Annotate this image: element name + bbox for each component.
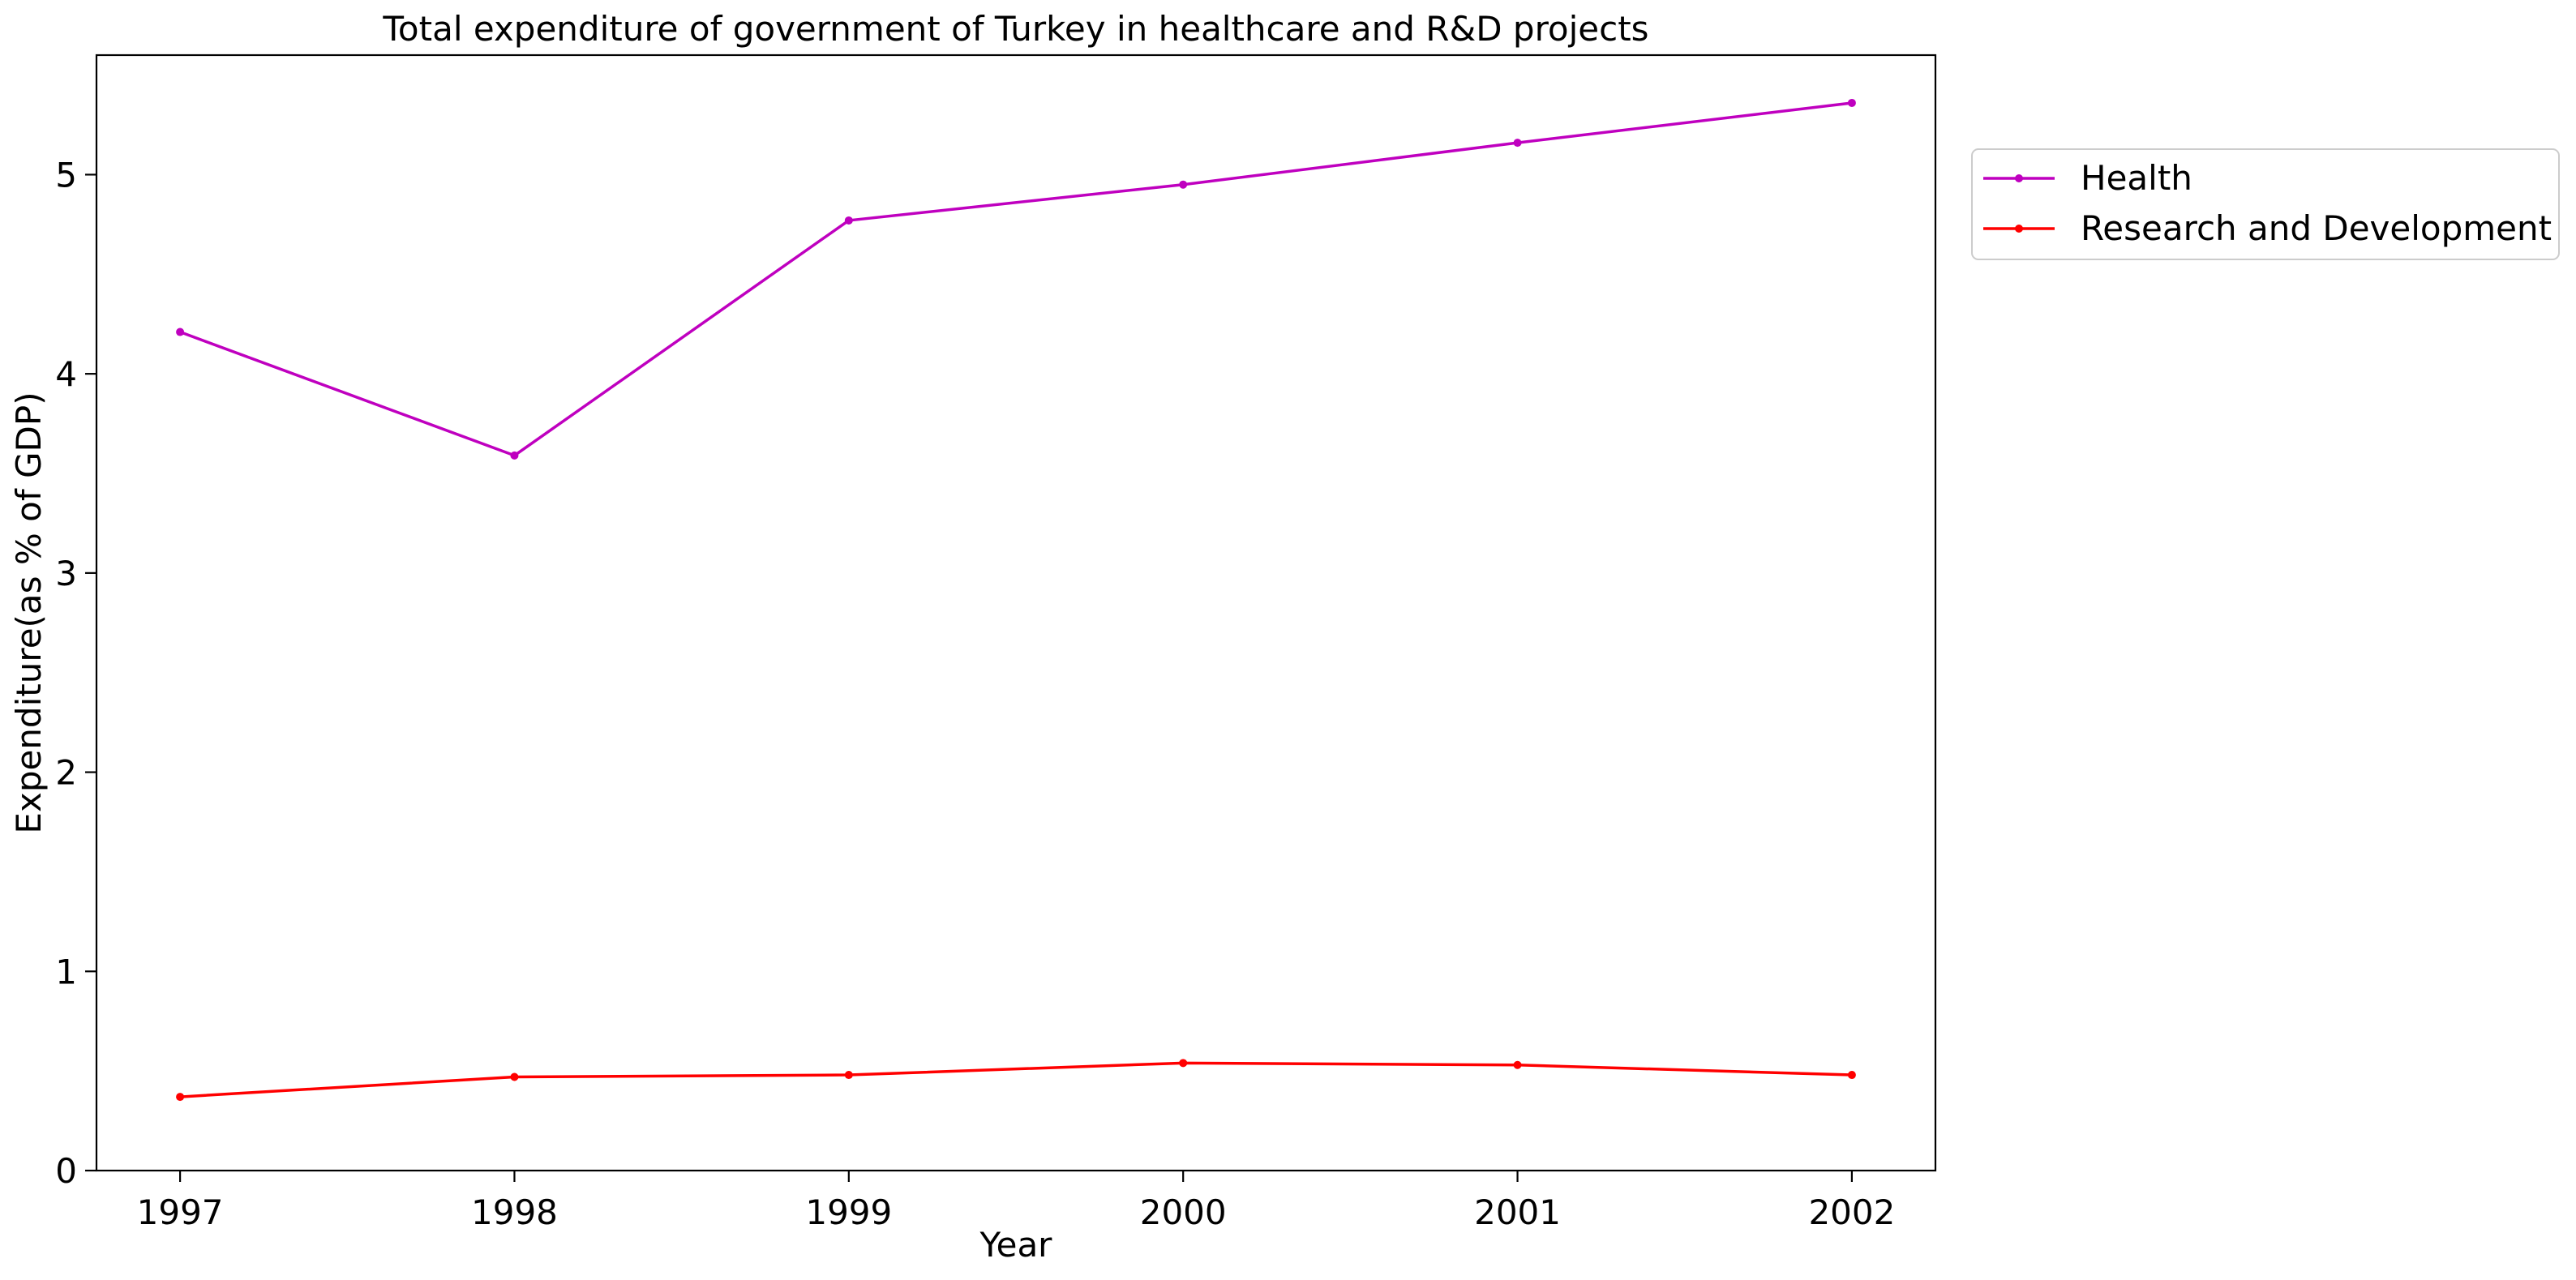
data-point-health	[1179, 180, 1188, 189]
x-tick-label: 1998	[471, 1192, 558, 1232]
data-point-health	[176, 327, 185, 336]
x-tick-label: 2000	[1140, 1192, 1227, 1232]
data-point-research-and-development	[1513, 1060, 1522, 1069]
x-axis: 1997 1998 1999 2000 2001 2002	[137, 1171, 1895, 1232]
x-tick-label: 2001	[1474, 1192, 1561, 1232]
legend-marker-research-and-development	[2015, 225, 2023, 233]
series-layer	[176, 98, 1856, 1102]
legend-label-research-and-development: Research and Development	[2081, 208, 2552, 248]
data-point-health	[844, 216, 853, 225]
plot-area-frame	[95, 54, 1937, 1172]
legend-label-health: Health	[2081, 158, 2192, 198]
y-axis-label: Expenditure(as % of GDP)	[9, 392, 49, 833]
series-line-research-and-development	[179, 1061, 1852, 1098]
y-tick-label: 1	[55, 952, 77, 991]
series-line-health	[179, 101, 1853, 457]
legend-box	[1971, 148, 2560, 260]
y-tick-label: 4	[55, 354, 77, 394]
data-point-research-and-development	[510, 1072, 519, 1081]
x-tick-label: 1999	[805, 1192, 892, 1232]
data-point-health	[510, 451, 519, 460]
x-axis-label: Year	[979, 1225, 1053, 1265]
y-axis: 0 1 2 3 4 5	[55, 155, 96, 1191]
legend-marker-health	[2015, 174, 2023, 182]
data-point-health	[1847, 98, 1856, 107]
y-tick-label: 2	[55, 753, 77, 793]
data-point-research-and-development	[844, 1071, 853, 1080]
y-tick-label: 5	[55, 155, 77, 195]
data-point-health	[1513, 139, 1522, 148]
data-point-research-and-development	[176, 1093, 185, 1102]
y-tick-label: 3	[55, 554, 77, 593]
chart-title: Total expenditure of government of Turke…	[382, 9, 1648, 49]
data-point-research-and-development	[1179, 1059, 1188, 1068]
y-tick-label: 0	[55, 1151, 77, 1191]
x-tick-label: 2002	[1808, 1192, 1895, 1232]
x-tick-label: 1997	[137, 1192, 224, 1232]
data-point-research-and-development	[1847, 1071, 1856, 1080]
legend: Health Research and Development	[1971, 148, 2560, 260]
